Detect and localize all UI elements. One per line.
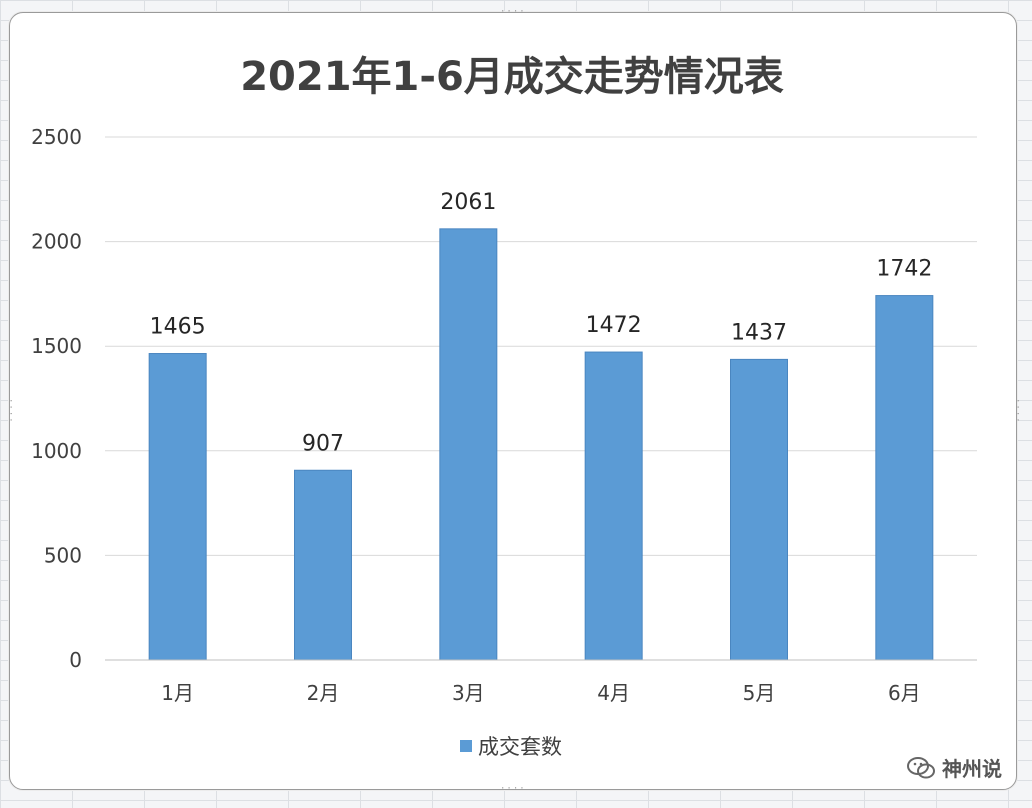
x-tick-label: 2月 <box>307 681 340 705</box>
legend-swatch <box>460 740 472 752</box>
legend: 成交套数 <box>460 735 562 759</box>
bar-4 <box>584 351 643 661</box>
data-label: 1742 <box>876 257 932 282</box>
chart-title: 2021年1-6月成交走势情况表 <box>240 54 784 100</box>
bar-5 <box>730 358 788 661</box>
y-tick-label: 1000 <box>31 439 82 463</box>
resize-handle-bottom[interactable]: ···· <box>500 784 526 794</box>
y-tick-label: 1500 <box>31 334 82 358</box>
legend-label: 成交套数 <box>478 735 562 759</box>
resize-handle-top[interactable]: ···· <box>500 7 526 17</box>
watermark: 神州说 <box>906 753 1002 782</box>
data-label: 1437 <box>731 320 787 345</box>
wechat-icon <box>907 756 935 778</box>
data-label: 1472 <box>586 313 642 338</box>
data-label: 2061 <box>440 190 496 215</box>
resize-handle-left[interactable]: ···· <box>5 398 15 424</box>
bar-3 <box>439 228 498 661</box>
data-label: 907 <box>302 431 344 456</box>
x-tick-label: 3月 <box>452 681 485 705</box>
x-tick-label: 5月 <box>743 681 776 705</box>
x-axis-ticks: 1月 2月 3月 4月 5月 6月 <box>161 681 920 705</box>
bar-1 <box>148 353 207 661</box>
resize-handle-right[interactable]: ···· <box>1012 398 1022 424</box>
bars <box>148 228 934 661</box>
y-tick-label: 2500 <box>31 125 82 149</box>
y-axis-ticks: 0 500 1000 1500 2000 2500 <box>31 125 82 672</box>
x-tick-label: 6月 <box>888 681 921 705</box>
gridlines <box>105 136 977 556</box>
x-tick-label: 4月 <box>597 681 630 705</box>
bar-6 <box>875 295 934 661</box>
data-labels: 1465 907 2061 1472 1437 1742 <box>150 190 933 456</box>
y-tick-label: 0 <box>69 648 82 672</box>
watermark-text: 神州说 <box>942 757 1002 781</box>
y-tick-label: 500 <box>44 543 82 567</box>
bar-2 <box>294 469 352 661</box>
x-tick-label: 1月 <box>161 681 194 705</box>
data-label: 1465 <box>150 315 206 340</box>
y-tick-label: 2000 <box>31 230 82 254</box>
